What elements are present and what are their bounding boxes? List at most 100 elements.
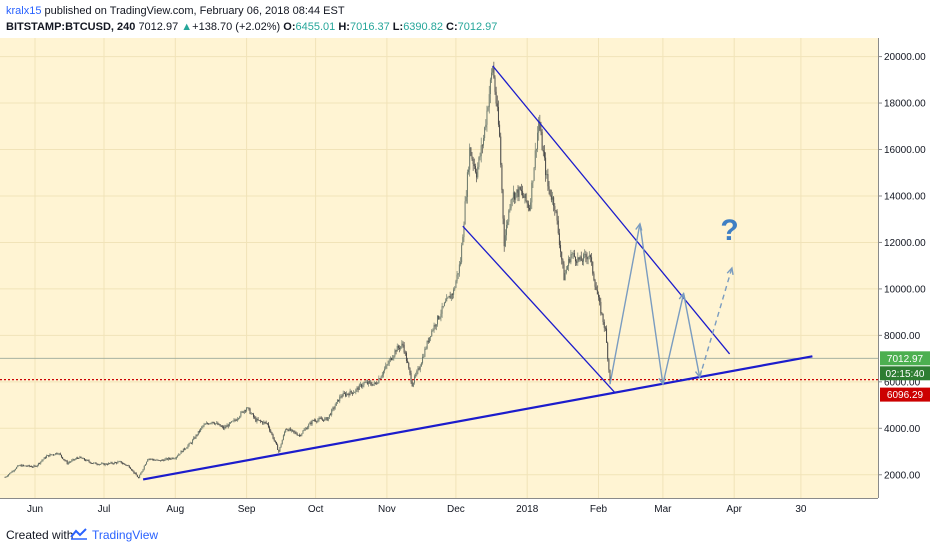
candle-body (287, 429, 289, 431)
candle-body (166, 458, 168, 460)
candle-body (201, 426, 203, 429)
candle-body (190, 442, 192, 444)
low-label: L: (392, 21, 404, 33)
candle-body (302, 431, 304, 434)
candle-body (6, 475, 8, 477)
candle-body (372, 384, 374, 386)
candle-body (534, 150, 536, 168)
candle-body (518, 187, 520, 197)
candle-body (251, 413, 253, 415)
candle-body (602, 313, 604, 322)
x-tick-label: Apr (726, 504, 742, 515)
candle-body (506, 224, 507, 236)
candle-body (572, 253, 574, 255)
tradingview-logo-icon[interactable] (70, 527, 88, 541)
candle-body (532, 180, 534, 183)
candle-body (182, 448, 184, 453)
candle-body (148, 458, 150, 460)
candle-body (111, 462, 113, 464)
support-level-badge (880, 387, 930, 402)
y-tick-label: 12000.00 (884, 238, 926, 249)
candle-body (461, 245, 463, 263)
candle-body (44, 457, 46, 459)
candles (4, 61, 611, 479)
candle-body (308, 424, 310, 428)
candle-body (149, 458, 151, 460)
candle-body (17, 465, 19, 468)
candle-body (468, 169, 470, 173)
candle-body (331, 409, 333, 415)
candle-body (20, 465, 22, 467)
candle-body (71, 460, 73, 462)
candle-body (510, 199, 512, 209)
candle-body (93, 462, 95, 464)
projection-arrowhead (726, 266, 734, 276)
candle-body (417, 368, 419, 372)
candle-body (236, 418, 238, 421)
candle-body (94, 462, 96, 464)
candle-body (186, 447, 188, 449)
candle-body (19, 465, 21, 466)
candle-body (33, 465, 35, 467)
candle-body (397, 345, 399, 348)
candle-body (98, 464, 100, 465)
candle-body (256, 419, 258, 422)
candle-body (292, 429, 294, 431)
candle-body (123, 463, 125, 465)
candle-body (113, 462, 115, 464)
projection-dashed[interactable] (699, 267, 733, 378)
candle-body (591, 257, 593, 262)
candle-body (305, 428, 307, 430)
candle-body (389, 357, 391, 361)
candle-body (5, 476, 7, 478)
candle-body (241, 411, 243, 413)
candle-body (520, 189, 522, 192)
symbol-label[interactable]: BITSTAMP:BTCUSD, 240 (6, 21, 136, 33)
candle-body (70, 461, 72, 463)
candle-body (529, 208, 530, 210)
candle-body (595, 286, 597, 290)
candle-body (336, 399, 338, 403)
candle-body (359, 384, 361, 386)
author-link[interactable]: kralx15 (6, 5, 42, 17)
candle-body (220, 426, 222, 428)
x-tick-label: Mar (654, 504, 672, 515)
candle-body (208, 423, 210, 425)
candle-body (226, 425, 228, 428)
plot-area[interactable] (0, 38, 878, 498)
candle-body (516, 189, 518, 193)
candle-body (488, 94, 490, 108)
candle-body (411, 381, 413, 387)
candle-body (216, 422, 218, 424)
time-axis[interactable] (0, 498, 878, 522)
candle-body (88, 460, 90, 462)
candle-body (538, 121, 540, 133)
candle-body (466, 172, 468, 197)
candle-body (514, 192, 516, 200)
candle-body (243, 410, 245, 413)
candle-body (416, 371, 418, 375)
long-support-line[interactable] (142, 355, 813, 481)
candle-body (425, 348, 427, 350)
candle-body (89, 461, 91, 464)
upper-trend-line[interactable] (492, 65, 731, 355)
candle-body (345, 393, 346, 396)
price-axis[interactable] (878, 38, 932, 522)
candle-body (231, 421, 233, 423)
candle-body (435, 324, 437, 327)
candle-body (29, 466, 31, 468)
candle-body (228, 422, 230, 427)
candle-body (152, 459, 154, 461)
candle-body (487, 107, 489, 111)
price-chart[interactable]: ? 2000.00 4000.00 6000.00 8000.00 10000.00 12… (0, 38, 932, 522)
candle-body (69, 462, 70, 463)
tradingview-brand-link[interactable]: TradingView (92, 528, 159, 542)
lower-channel-line[interactable] (462, 225, 616, 393)
candle-body (131, 469, 133, 471)
candle-body (377, 382, 379, 384)
candle-body (239, 416, 241, 419)
candle-body (571, 254, 573, 255)
candle-body (504, 235, 506, 247)
candle-body (296, 433, 298, 436)
candle-body (519, 187, 521, 190)
